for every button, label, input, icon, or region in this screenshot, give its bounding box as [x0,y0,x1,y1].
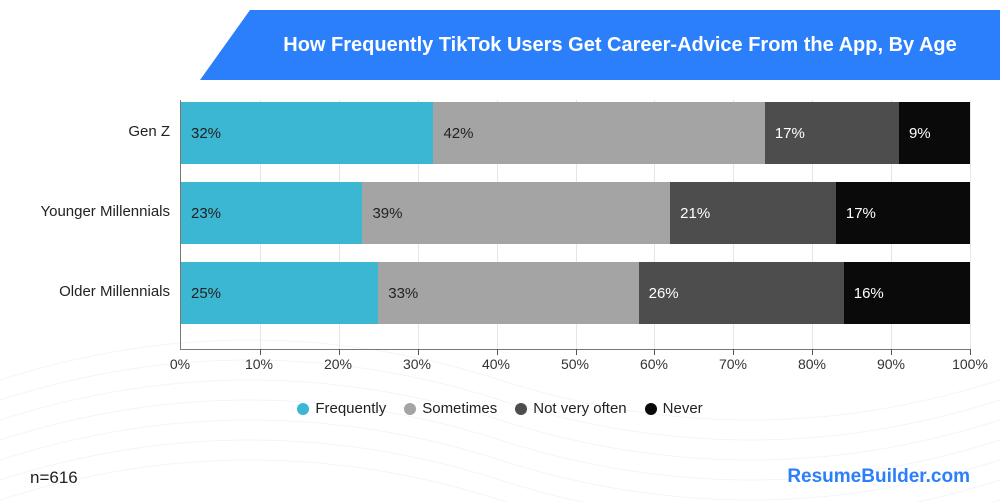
value-label: 32% [191,125,221,142]
category-label: Older Millennials [0,283,170,300]
legend-swatch [404,403,416,415]
bar-segment-frequently: 23% [181,182,362,244]
x-tick-label: 0% [170,356,190,372]
chart-title: How Frequently TikTok Users Get Career-A… [283,32,957,58]
legend-label: Sometimes [422,400,497,417]
bar-segment-not-very-often: 21% [670,182,836,244]
bar-segment-never: 16% [844,262,970,324]
legend-item: Not very often [515,400,626,417]
legend-swatch [297,403,309,415]
bar-segment-frequently: 25% [181,262,378,324]
value-label: 16% [854,285,884,302]
bar-segment-frequently: 32% [181,102,433,164]
x-tick-label: 80% [798,356,826,372]
x-tick-label: 60% [640,356,668,372]
stacked-bar-chart: 32% 42% 17% 9% 23% 39% 21% 17% 25% 33% 2… [180,100,970,390]
legend-item: Frequently [297,400,386,417]
category-label: Younger Millennials [0,203,170,220]
legend-label: Frequently [315,400,386,417]
x-tick-label: 50% [561,356,589,372]
bar-segment-sometimes: 33% [378,262,638,324]
legend-swatch [645,403,657,415]
x-tick-label: 70% [719,356,747,372]
x-tick-label: 20% [324,356,352,372]
title-banner: How Frequently TikTok Users Get Career-A… [200,10,1000,80]
bar-segment-not-very-often: 26% [639,262,844,324]
legend-label: Not very often [533,400,626,417]
sample-size: n=616 [30,468,78,488]
bar-row: 25% 33% 26% 16% [181,262,970,324]
legend-label: Never [663,400,703,417]
figure-canvas: How Frequently TikTok Users Get Career-A… [0,0,1000,502]
x-tick-label: 10% [245,356,273,372]
value-label: 17% [846,205,876,222]
legend-swatch [515,403,527,415]
source-attribution: ResumeBuilder.com [787,466,970,488]
bar-row: 23% 39% 21% 17% [181,182,970,244]
value-label: 23% [191,205,221,222]
x-tick-label: 90% [877,356,905,372]
x-tick-label: 30% [403,356,431,372]
x-tick-label: 40% [482,356,510,372]
legend: Frequently Sometimes Not very often Neve… [0,400,1000,417]
category-label: Gen Z [0,123,170,140]
bar-row: 32% 42% 17% 9% [181,102,970,164]
value-label: 42% [443,125,473,142]
bar-segment-sometimes: 39% [362,182,670,244]
value-label: 17% [775,125,805,142]
bar-segment-sometimes: 42% [433,102,764,164]
bar-segment-never: 17% [836,182,970,244]
bar-segment-not-very-often: 17% [765,102,899,164]
legend-item: Never [645,400,703,417]
value-label: 9% [909,125,931,142]
x-tick-label: 100% [952,356,988,372]
bar-segment-never: 9% [899,102,970,164]
value-label: 25% [191,285,221,302]
value-label: 33% [388,285,418,302]
legend-item: Sometimes [404,400,497,417]
value-label: 39% [372,205,402,222]
plot-area: 32% 42% 17% 9% 23% 39% 21% 17% 25% 33% 2… [180,100,970,350]
value-label: 26% [649,285,679,302]
value-label: 21% [680,205,710,222]
